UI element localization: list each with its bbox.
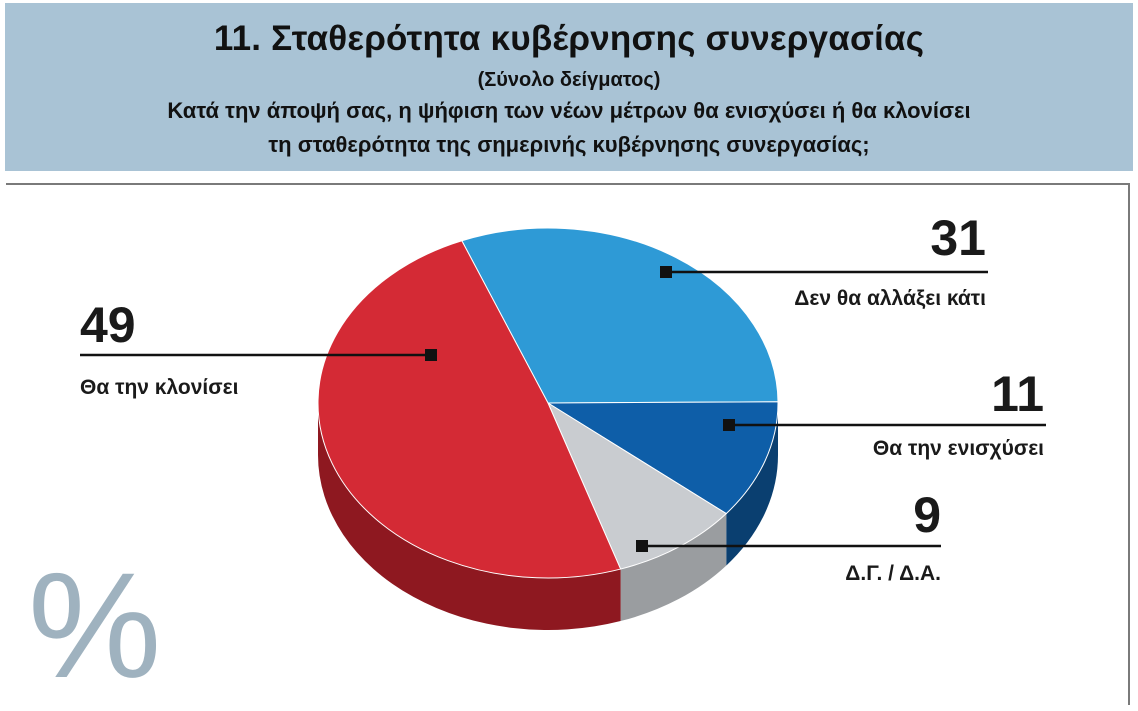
pie-tops: [317, 227, 779, 579]
slice-category-label: Θα την ενισχύσει: [873, 437, 1044, 460]
slice-category-label: Δ.Γ. / Δ.Α.: [845, 562, 941, 585]
pie-slice-1: [546, 401, 779, 515]
chart-panel: % 31 Δεν θα αλλάξει κάτι 11 Θα την ενισχύσε…: [6, 183, 1130, 707]
chart-header: 11. Σταθερότητα κυβέρνησης συνεργασίας (…: [5, 3, 1133, 171]
percent-symbol: %: [28, 541, 161, 707]
slice-value-label: 9: [913, 487, 941, 543]
slice-category-label: Θα την κλονίσει: [80, 376, 239, 399]
leader-marker-0: [660, 266, 672, 278]
chart-title: 11. Σταθερότητα κυβέρνησης συνεργασίας: [213, 19, 925, 58]
leader-marker-1: [723, 419, 735, 431]
chart-subtitle: (Σύνολο δείγματος): [477, 69, 661, 91]
leader-marker-2: [636, 540, 648, 552]
leader-marker-3: [425, 349, 437, 361]
pie-chart: % 31 Δεν θα αλλάξει κάτι 11 Θα την ενισχύσε…: [28, 210, 1046, 707]
slice-value-label: 49: [80, 297, 136, 353]
slice-value-label: 31: [930, 210, 986, 266]
slice-value-label: 11: [991, 366, 1044, 422]
pie-side-2: [620, 513, 727, 622]
slice-category-label: Δεν θα αλλάξει κάτι: [794, 287, 986, 310]
pie-side-3: [318, 403, 621, 630]
question-line-2: τη σταθερότητα της σημερινής κυβέρνησης …: [268, 132, 870, 157]
pie-slice-3: [317, 240, 622, 579]
question-line-1: Κατά την άποψή σας, η ψήφιση των νέων μέ…: [167, 98, 971, 123]
slice-labels: 31 Δεν θα αλλάξει κάτι 11 Θα την ενισχύσει 9…: [80, 210, 1044, 585]
leader-lines: [80, 266, 1046, 552]
